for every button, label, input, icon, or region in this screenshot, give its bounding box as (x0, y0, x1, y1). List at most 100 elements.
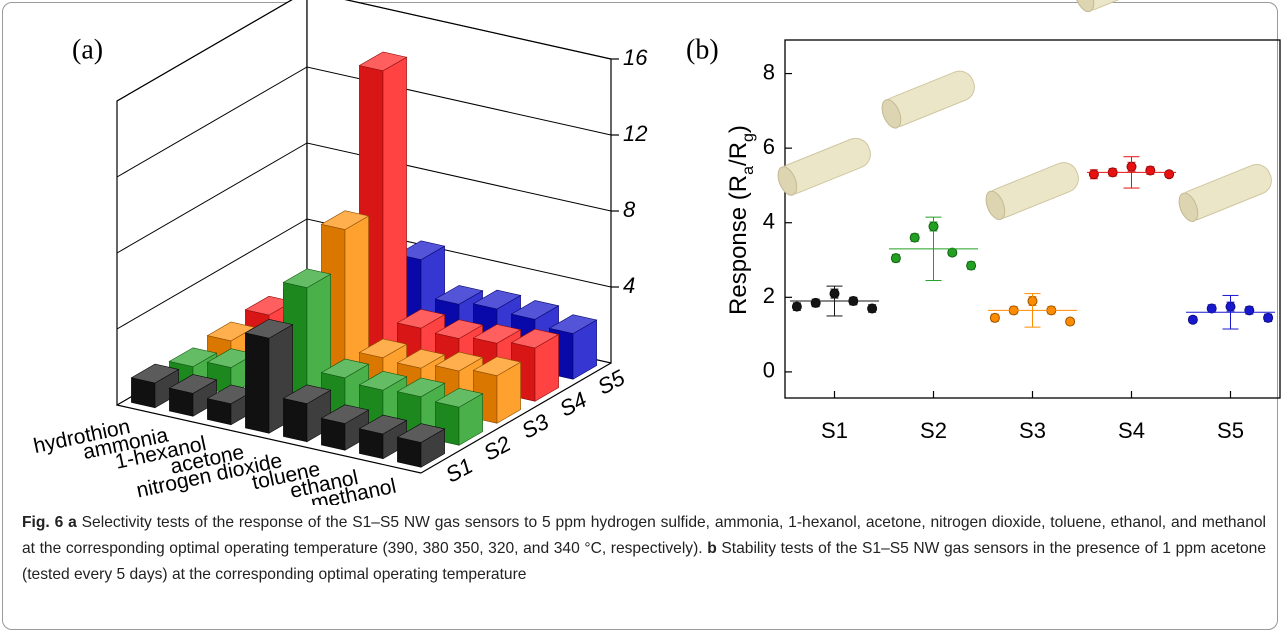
nanowire-end (777, 166, 798, 196)
bar-top (282, 384, 332, 405)
bar-front (283, 398, 308, 443)
bar (168, 374, 218, 417)
bar-top (320, 404, 370, 424)
y-tick-label: 6 (763, 134, 775, 159)
data-point (1263, 312, 1274, 323)
nanowire (985, 162, 1079, 221)
bar-top (434, 285, 484, 305)
x-tick-label: S1 (821, 418, 848, 443)
grid-line (116, 0, 612, 102)
mean-error-bar (1024, 293, 1041, 328)
bar-top (396, 423, 446, 443)
y-tick-label: 4 (763, 209, 775, 234)
caption: Fig. 6 a Selectivity tests of the respon… (22, 510, 1266, 588)
data-point (791, 301, 802, 312)
series-axis (420, 362, 612, 474)
mean-error-bar (1123, 156, 1140, 189)
bar-top (472, 324, 522, 344)
data-point (909, 232, 920, 243)
y-axis-label-part: ) (725, 125, 752, 133)
bar-top (510, 328, 560, 349)
panel-label: (b) (686, 34, 719, 65)
data-point (1065, 316, 1076, 327)
panel-a-text: Selectivity tests of the response of the… (22, 514, 1266, 557)
z-tick-label: 4 (623, 273, 635, 298)
bar-top (434, 319, 484, 339)
grid-line (116, 142, 612, 254)
bar-top (244, 318, 294, 339)
z-tick-label: 12 (623, 121, 647, 146)
nanowire (881, 70, 975, 129)
bar-top (434, 387, 484, 408)
panel-label: (a) (72, 34, 103, 65)
bar-top (396, 308, 446, 329)
z-tick-label: 16 (623, 45, 648, 70)
y-axis-label-part: Response (R (725, 175, 752, 315)
panel-b-label: b (707, 540, 717, 557)
category-axis (116, 404, 422, 474)
bar (358, 414, 408, 460)
bar-top (358, 414, 408, 435)
data-point (810, 297, 821, 308)
x-tick-label: S4 (1118, 418, 1145, 443)
x-tick-label: S3 (1019, 418, 1046, 443)
mean-error-bar (925, 216, 942, 282)
nanowire (1074, 0, 1168, 13)
x-tick-label: S5 (1217, 418, 1244, 443)
grid-line (116, 218, 612, 330)
bar-top (510, 300, 560, 320)
bar-top (548, 314, 598, 334)
bar-top (434, 351, 484, 372)
data-point (966, 260, 977, 271)
bar-top (472, 289, 522, 310)
bar-top (168, 374, 218, 394)
mean-error-bar (1222, 294, 1239, 330)
data-point (1088, 169, 1099, 180)
bar-top (130, 363, 180, 384)
data-point (989, 312, 1000, 323)
panel-b-text: Stability tests of the S1–S5 NW gas sens… (22, 540, 1266, 583)
bar-top (168, 347, 218, 368)
charts: (a)481216hydrothionammonia1-hexanolaceto… (31, 0, 1281, 505)
bar-top (358, 51, 408, 72)
bar (548, 314, 598, 380)
y-axis-label-part: a (740, 166, 757, 175)
data-point (890, 253, 901, 264)
bar-top (396, 240, 446, 261)
figure-number: Fig. 6 (22, 514, 64, 531)
nanowire-end (881, 99, 902, 129)
data-point (1145, 165, 1156, 176)
y-tick-label: 2 (763, 283, 775, 308)
plot-frame (784, 39, 1281, 399)
panel-a-label: a (68, 514, 77, 531)
nanowire-end (985, 190, 1006, 221)
data-point (1244, 305, 1255, 316)
data-point (1187, 314, 1198, 325)
data-point (1206, 303, 1217, 314)
grid-line (116, 66, 612, 178)
bar-top (320, 210, 370, 230)
y-axis-label-part: g (740, 133, 757, 142)
nanowire (1178, 164, 1272, 222)
bar (320, 404, 370, 451)
z-tick-label: 8 (623, 197, 636, 222)
x-tick-label: S2 (920, 418, 947, 443)
mean-error-bar (826, 285, 843, 317)
nanowire-end (1074, 0, 1095, 13)
data-point (1164, 169, 1175, 180)
bar (396, 423, 446, 468)
y-tick-label: 8 (763, 59, 775, 84)
data-point (947, 247, 958, 258)
bar-top (320, 358, 370, 379)
y-axis-label-part: /R (725, 142, 752, 166)
y-tick-label: 0 (763, 358, 775, 383)
nanowire (777, 137, 871, 196)
bar-top (396, 377, 446, 398)
bar-top (358, 370, 408, 391)
bar-front (245, 332, 270, 434)
bar-top (282, 268, 332, 289)
data-point (867, 303, 878, 314)
y-axis-label: Response (Ra/Rg) (725, 125, 756, 315)
